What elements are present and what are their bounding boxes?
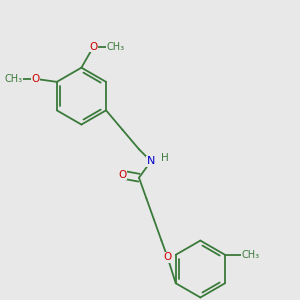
Text: CH₃: CH₃ xyxy=(242,250,260,260)
Text: O: O xyxy=(89,42,98,52)
Text: N: N xyxy=(147,156,155,166)
Text: O: O xyxy=(118,170,127,180)
Text: O: O xyxy=(163,252,172,262)
Text: CH₃: CH₃ xyxy=(107,42,125,52)
Text: O: O xyxy=(32,74,40,84)
Text: H: H xyxy=(160,153,168,163)
Text: CH₃: CH₃ xyxy=(4,74,22,84)
